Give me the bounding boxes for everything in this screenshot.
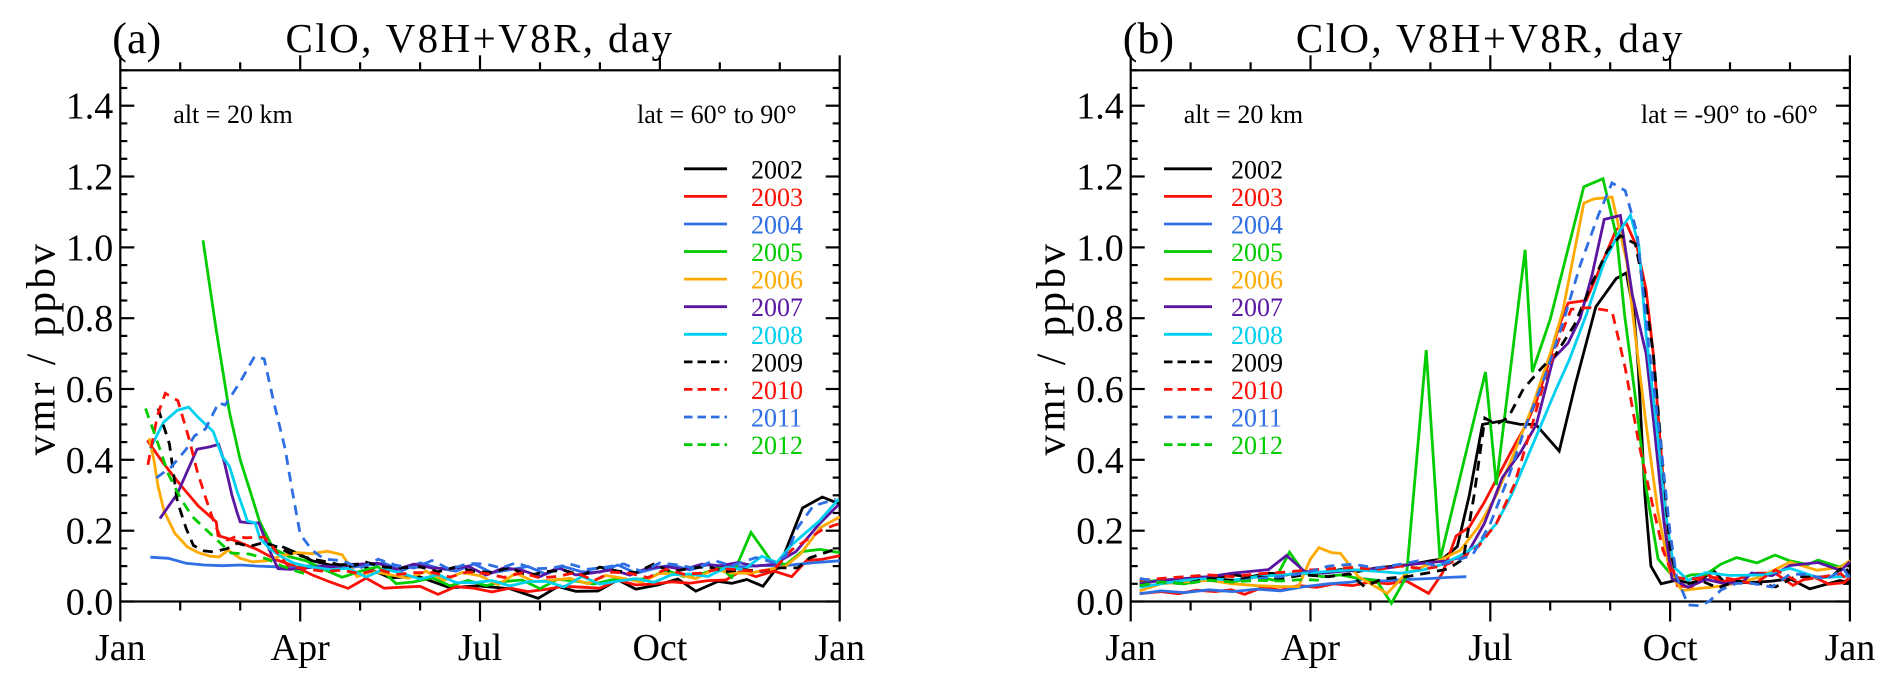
svg-text:2012: 2012 [1231, 431, 1283, 460]
svg-text:0.0: 0.0 [66, 582, 114, 624]
svg-text:Oct: Oct [632, 627, 687, 669]
svg-text:1.2: 1.2 [1076, 157, 1124, 199]
svg-text:0.4: 0.4 [66, 440, 114, 482]
svg-text:2011: 2011 [1231, 404, 1282, 433]
svg-text:0.2: 0.2 [1076, 511, 1124, 553]
svg-text:1.4: 1.4 [1076, 86, 1124, 128]
svg-text:1.0: 1.0 [66, 227, 114, 269]
svg-text:2007: 2007 [751, 293, 803, 322]
svg-text:vmr / ppbv: vmr / ppbv [1028, 241, 1074, 456]
svg-text:1.2: 1.2 [66, 157, 114, 199]
svg-text:2004: 2004 [1231, 211, 1283, 240]
svg-text:0.8: 0.8 [66, 298, 114, 340]
svg-text:Jan: Jan [1105, 627, 1156, 669]
svg-text:ClO, V8H+V8R, day: ClO, V8H+V8R, day [1296, 15, 1685, 61]
svg-text:2008: 2008 [751, 321, 803, 350]
svg-text:Oct: Oct [1643, 627, 1698, 669]
svg-text:2010: 2010 [751, 376, 803, 405]
svg-text:2010: 2010 [1231, 376, 1283, 405]
svg-text:ClO, V8H+V8R, day: ClO, V8H+V8R, day [286, 15, 675, 61]
svg-text:2007: 2007 [1231, 293, 1283, 322]
svg-text:1.0: 1.0 [1076, 227, 1124, 269]
svg-text:Jan: Jan [814, 627, 865, 669]
svg-text:2005: 2005 [751, 238, 803, 267]
svg-text:2012: 2012 [751, 431, 803, 460]
svg-text:2006: 2006 [751, 266, 803, 295]
svg-text:2003: 2003 [751, 183, 803, 212]
svg-text:Jan: Jan [95, 627, 146, 669]
svg-text:(a): (a) [112, 14, 161, 63]
svg-text:2003: 2003 [1231, 183, 1283, 212]
svg-text:2006: 2006 [1231, 266, 1283, 295]
svg-text:0.0: 0.0 [1076, 582, 1124, 624]
svg-text:2002: 2002 [751, 155, 803, 184]
svg-text:0.6: 0.6 [1076, 369, 1124, 411]
svg-text:Jul: Jul [458, 627, 502, 669]
svg-text:0.4: 0.4 [1076, 440, 1124, 482]
svg-text:lat = -90° to -60°: lat = -90° to -60° [1641, 100, 1818, 129]
svg-text:Jul: Jul [1468, 627, 1512, 669]
svg-text:0.6: 0.6 [66, 369, 114, 411]
svg-text:Jan: Jan [1825, 627, 1876, 669]
svg-text:alt = 20 km: alt = 20 km [1184, 100, 1303, 129]
svg-text:Apr: Apr [1281, 627, 1340, 669]
svg-text:0.2: 0.2 [66, 511, 114, 553]
svg-text:Apr: Apr [271, 627, 330, 669]
svg-text:2002: 2002 [1231, 155, 1283, 184]
svg-text:2008: 2008 [1231, 321, 1283, 350]
svg-text:2005: 2005 [1231, 238, 1283, 267]
svg-text:2011: 2011 [751, 404, 802, 433]
svg-text:2004: 2004 [751, 211, 803, 240]
svg-text:2009: 2009 [751, 348, 803, 377]
svg-text:vmr / ppbv: vmr / ppbv [17, 241, 63, 456]
svg-text:(b): (b) [1123, 14, 1174, 63]
svg-text:2009: 2009 [1231, 348, 1283, 377]
svg-text:alt = 20 km: alt = 20 km [173, 100, 292, 129]
svg-text:lat = 60° to 90°: lat = 60° to 90° [637, 100, 797, 129]
svg-text:1.4: 1.4 [66, 86, 114, 128]
svg-text:0.8: 0.8 [1076, 298, 1124, 340]
